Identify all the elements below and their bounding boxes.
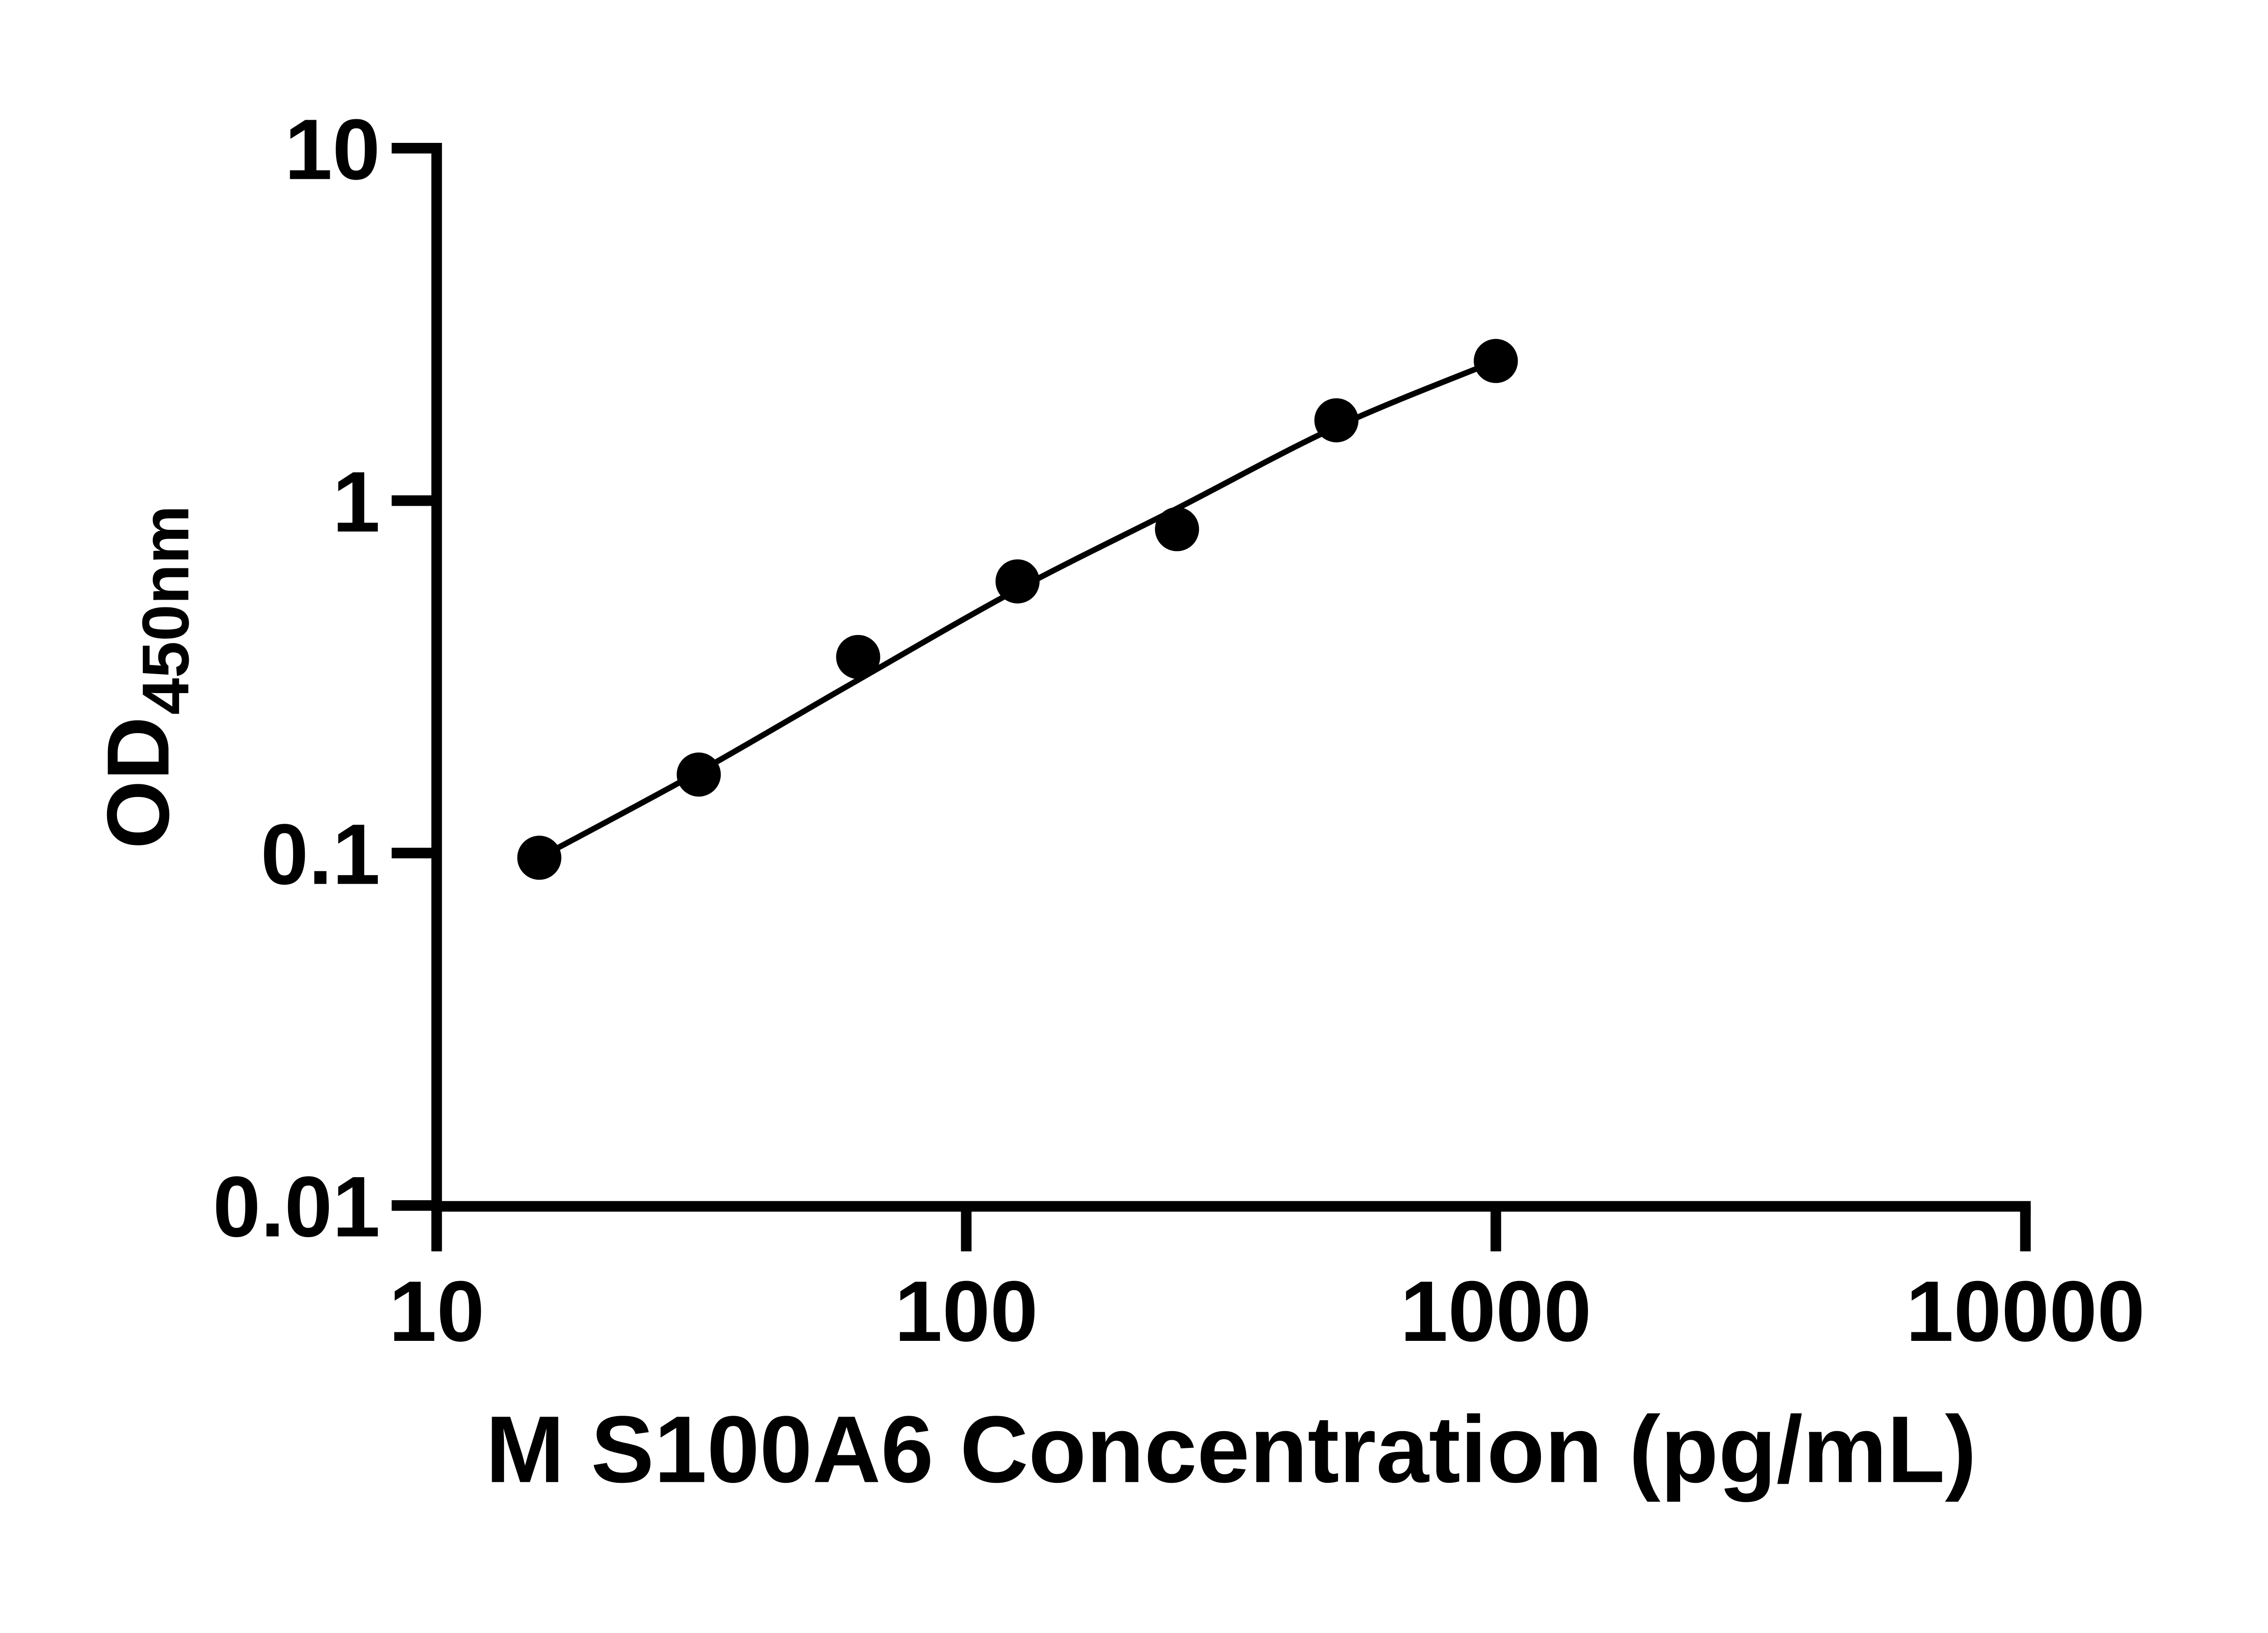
x-tick-label: 10000 [1906, 1263, 2145, 1359]
data-point [1314, 398, 1359, 443]
chart-canvas: 10 1 0.1 0.01 10 100 1000 10000 M S100A6 Conce… [89, 101, 2145, 1503]
data-point [517, 836, 562, 880]
y-tick-label: 0.1 [261, 807, 381, 903]
y-tick-label: 10 [284, 102, 380, 198]
data-points [517, 339, 1518, 880]
x-tick-label: 100 [894, 1263, 1038, 1359]
y-tick-label: 0.01 [213, 1159, 380, 1255]
data-point [836, 635, 880, 679]
y-axis-title: OD 450nm [89, 505, 202, 849]
data-point [676, 752, 721, 797]
y-tick-label: 1 [332, 454, 380, 550]
data-point [1155, 507, 1199, 552]
plot-svg: 10 1 0.1 0.01 10 100 1000 10000 M S100A6 Conce… [89, 101, 2145, 1503]
y-axis-title-sub: 450nm [128, 505, 202, 715]
x-tick-label: 1000 [1400, 1263, 1592, 1359]
y-axis-title-main: OD [89, 717, 187, 849]
y-ticks [391, 143, 437, 1211]
x-axis-title: M S100A6 Concentration (pg/mL) [485, 1397, 1976, 1502]
data-point [995, 559, 1040, 604]
data-point [1474, 339, 1518, 383]
x-tick-label: 10 [389, 1263, 484, 1359]
axes [431, 143, 2031, 1212]
x-ticks [431, 1206, 2031, 1252]
y-tick-labels: 10 1 0.1 0.01 [213, 102, 380, 1255]
x-tick-labels: 10 100 1000 10000 [389, 1263, 2145, 1359]
